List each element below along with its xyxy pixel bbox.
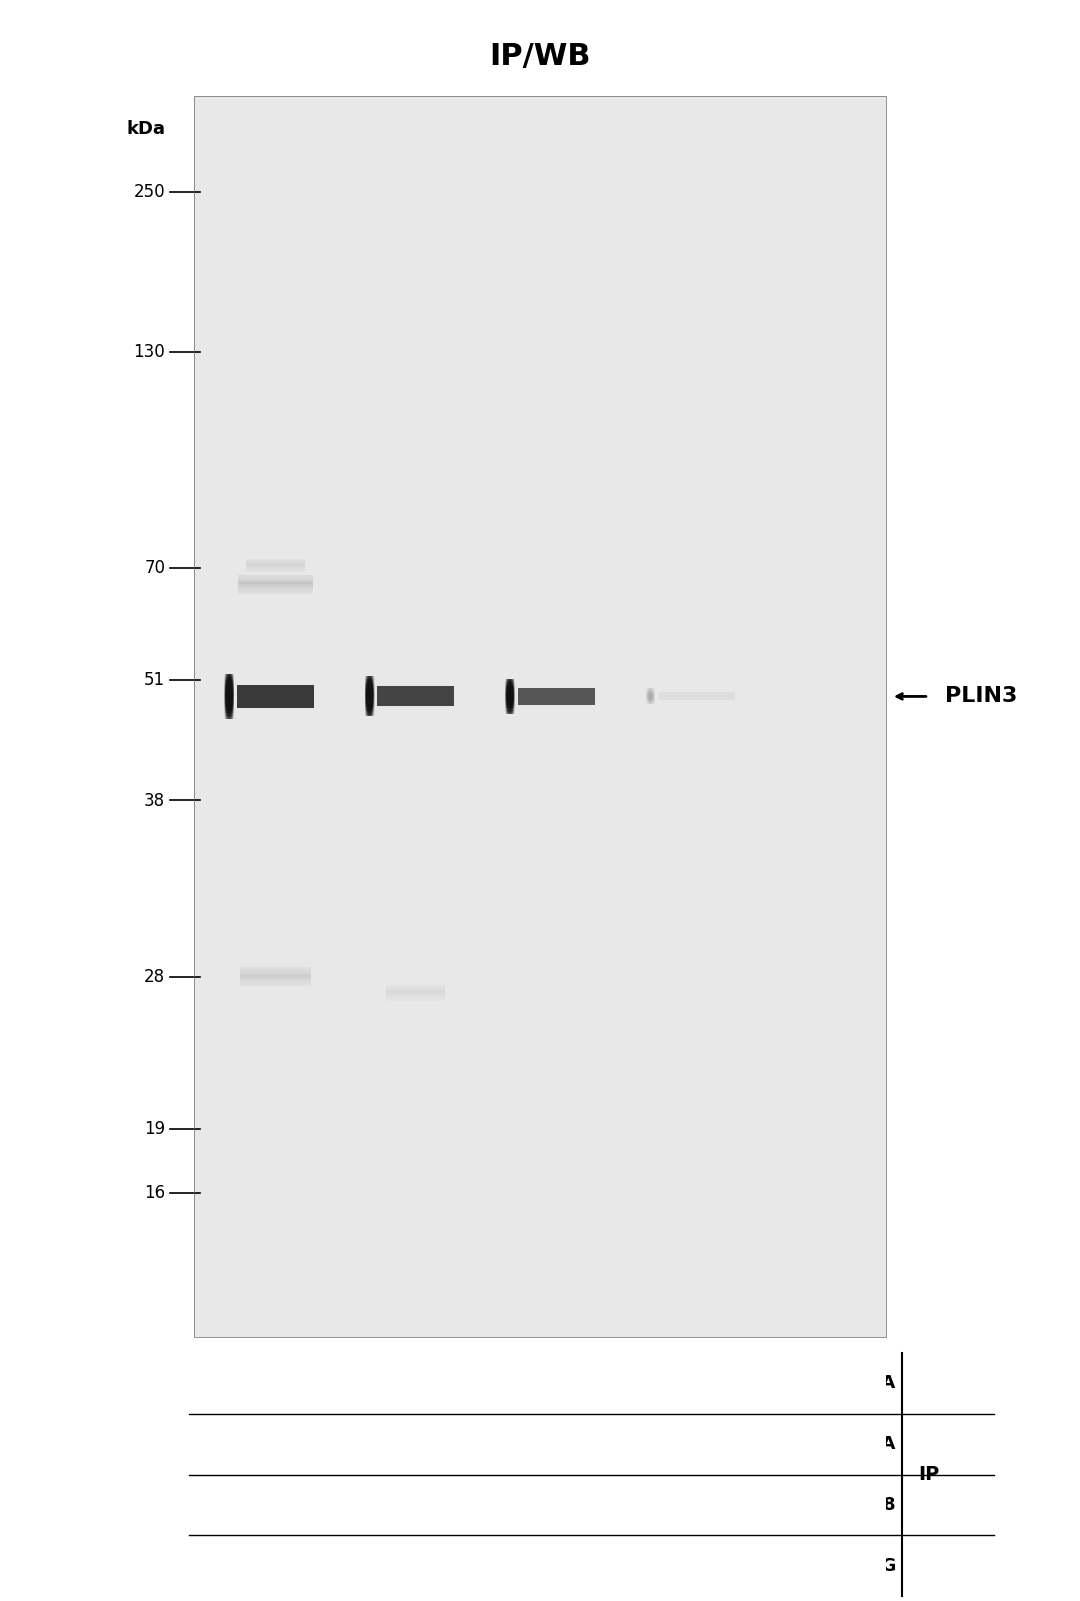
Text: +: + <box>546 1495 566 1515</box>
Text: -: - <box>693 1434 700 1454</box>
Bar <box>241 967 311 969</box>
Text: 250: 250 <box>134 183 165 202</box>
Bar <box>238 581 313 583</box>
Bar <box>238 575 313 576</box>
Text: PLIN3: PLIN3 <box>945 687 1017 706</box>
Bar <box>238 576 313 578</box>
Bar <box>194 96 886 1337</box>
Text: +: + <box>266 1374 285 1393</box>
Text: 16: 16 <box>144 1183 165 1202</box>
Text: kDa: kDa <box>126 120 165 138</box>
Bar <box>194 96 886 1337</box>
Bar <box>238 592 313 594</box>
Text: A305-337A: A305-337A <box>786 1374 896 1393</box>
Bar <box>241 970 311 973</box>
Text: +: + <box>687 1556 706 1575</box>
Bar <box>241 973 311 975</box>
Bar <box>238 578 313 581</box>
Bar <box>238 583 313 584</box>
Text: -: - <box>553 1556 559 1575</box>
Text: 51: 51 <box>144 671 165 690</box>
Text: -: - <box>272 1556 279 1575</box>
Text: 19: 19 <box>144 1119 165 1138</box>
Text: +: + <box>406 1434 426 1454</box>
Bar <box>387 999 445 1001</box>
Text: IP/WB: IP/WB <box>489 42 591 70</box>
Bar <box>387 989 445 991</box>
Text: -: - <box>413 1374 419 1393</box>
Text: -: - <box>413 1495 419 1515</box>
Bar <box>238 584 313 586</box>
Text: 70: 70 <box>145 559 165 578</box>
Text: 130: 130 <box>134 343 165 362</box>
Bar <box>241 977 311 978</box>
Text: Ctrl IgG: Ctrl IgG <box>819 1556 896 1575</box>
Bar <box>241 978 311 980</box>
Text: -: - <box>553 1434 559 1454</box>
Bar <box>238 586 313 588</box>
Bar <box>241 969 311 970</box>
Bar <box>517 688 595 704</box>
Bar <box>238 588 313 591</box>
Bar <box>387 993 445 994</box>
Text: -: - <box>413 1556 419 1575</box>
Bar <box>387 986 445 988</box>
Text: -: - <box>693 1374 700 1393</box>
Bar <box>238 591 313 592</box>
Text: 28: 28 <box>144 967 165 986</box>
Text: -: - <box>272 1434 279 1454</box>
Text: -: - <box>553 1374 559 1393</box>
Text: BL31148: BL31148 <box>809 1495 896 1515</box>
Bar <box>241 985 311 986</box>
Bar <box>658 692 735 701</box>
Text: IP: IP <box>918 1465 940 1484</box>
Text: 38: 38 <box>144 791 165 810</box>
Bar <box>377 687 455 706</box>
Bar <box>241 975 311 977</box>
Bar <box>387 996 445 997</box>
Bar <box>184 1345 886 1601</box>
Text: -: - <box>272 1495 279 1515</box>
Text: -: - <box>693 1495 700 1515</box>
Text: A305-338A: A305-338A <box>786 1434 896 1454</box>
Bar <box>241 980 311 983</box>
Bar <box>237 685 314 708</box>
Bar <box>241 983 311 985</box>
